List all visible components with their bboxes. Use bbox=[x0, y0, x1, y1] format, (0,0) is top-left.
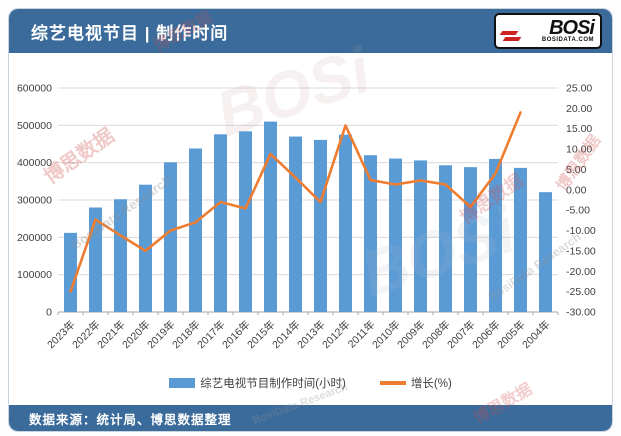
legend-bar-swatch-icon bbox=[169, 378, 196, 388]
header-banner: 综艺电视节目 | 制作时间 BOSi BOSIDATA.COM bbox=[9, 9, 612, 53]
x-axis-label: 2004年 bbox=[519, 318, 552, 351]
page-title: 综艺电视节目 | 制作时间 bbox=[31, 23, 229, 43]
legend-label: 综艺电视节目制作时间(小时) bbox=[200, 378, 346, 390]
x-axis-label: 2012年 bbox=[319, 318, 352, 351]
right-axis-tick-label: -20.00 bbox=[566, 266, 596, 278]
legend-line-swatch-icon bbox=[379, 381, 406, 385]
bar-2023年 bbox=[64, 232, 77, 312]
bar-2016年 bbox=[239, 131, 252, 312]
right-axis-tick-label: -10.00 bbox=[566, 225, 596, 237]
bar-2020年 bbox=[139, 184, 152, 312]
bar-2021年 bbox=[114, 199, 127, 312]
logo-brand-text: BOSi bbox=[549, 17, 595, 39]
bar-2012年 bbox=[339, 134, 352, 312]
combo-chart: 0 100000 200000 300000 400000 500000 600000 25.… bbox=[17, 83, 596, 352]
left-axis-tick-label: 400000 bbox=[17, 157, 52, 169]
bar-2019年 bbox=[164, 162, 177, 312]
left-axis-tick-label: 0 bbox=[46, 307, 52, 319]
bar-2018年 bbox=[189, 148, 202, 312]
bar-2005年 bbox=[514, 167, 527, 312]
left-axis-tick-label: 200000 bbox=[17, 232, 52, 244]
bar-2017年 bbox=[214, 134, 227, 312]
bar-2013年 bbox=[314, 139, 327, 312]
footer-banner: 数据来源：统计局、博思数据整理 bbox=[9, 405, 612, 431]
right-axis-tick-label: -5.00 bbox=[566, 205, 590, 217]
bar-2008年 bbox=[439, 165, 452, 312]
report-panel: 综艺电视节目 | 制作时间 BOSi BOSIDATA.COM 0 100000 2… bbox=[8, 8, 613, 432]
right-axis-tick-label: -15.00 bbox=[566, 245, 596, 257]
bar-2014年 bbox=[289, 136, 302, 312]
data-source-text: 数据来源：统计局、博思数据整理 bbox=[29, 412, 232, 427]
bosi-logo: BOSi BOSIDATA.COM bbox=[494, 13, 602, 49]
bar-2009年 bbox=[414, 160, 427, 312]
left-axis-tick-label: 100000 bbox=[17, 269, 52, 281]
right-axis-tick-label: 5.00 bbox=[566, 164, 587, 176]
bar-2010年 bbox=[389, 158, 402, 312]
chart-region: 0 100000 200000 300000 400000 500000 600000 25.… bbox=[9, 53, 612, 405]
logo-red-slashes-icon bbox=[499, 31, 523, 43]
chart-legend: 综艺电视节目制作时间(小时) 增长(%) bbox=[9, 375, 612, 391]
left-axis-tick-label: 600000 bbox=[17, 83, 52, 95]
right-axis-tick-label: 15.00 bbox=[566, 123, 592, 135]
right-axis-tick-label: 0.00 bbox=[566, 184, 587, 196]
legend-label: 增长(%) bbox=[410, 378, 452, 390]
bar-2011年 bbox=[364, 155, 377, 312]
bar-2004年 bbox=[539, 192, 552, 312]
right-axis-tick-label: 10.00 bbox=[566, 144, 592, 156]
growth-line bbox=[69, 111, 522, 293]
right-axis-tick-label: 20.00 bbox=[566, 103, 592, 115]
logo-domain-text: BOSIDATA.COM bbox=[541, 37, 594, 43]
left-axis-tick-label: 500000 bbox=[17, 120, 52, 132]
right-axis-tick-label: 25.00 bbox=[566, 83, 592, 95]
legend-item: 增长(%) bbox=[379, 375, 452, 391]
right-axis-tick-label: -25.00 bbox=[566, 286, 596, 298]
bar-2015年 bbox=[264, 121, 277, 312]
bar-2006年 bbox=[489, 158, 502, 312]
bar-2007年 bbox=[464, 167, 477, 312]
right-axis-tick-label: -30.00 bbox=[566, 307, 596, 319]
legend-item: 综艺电视节目制作时间(小时) bbox=[169, 375, 346, 391]
bar-2022年 bbox=[89, 207, 102, 312]
left-axis-tick-label: 300000 bbox=[17, 195, 52, 207]
